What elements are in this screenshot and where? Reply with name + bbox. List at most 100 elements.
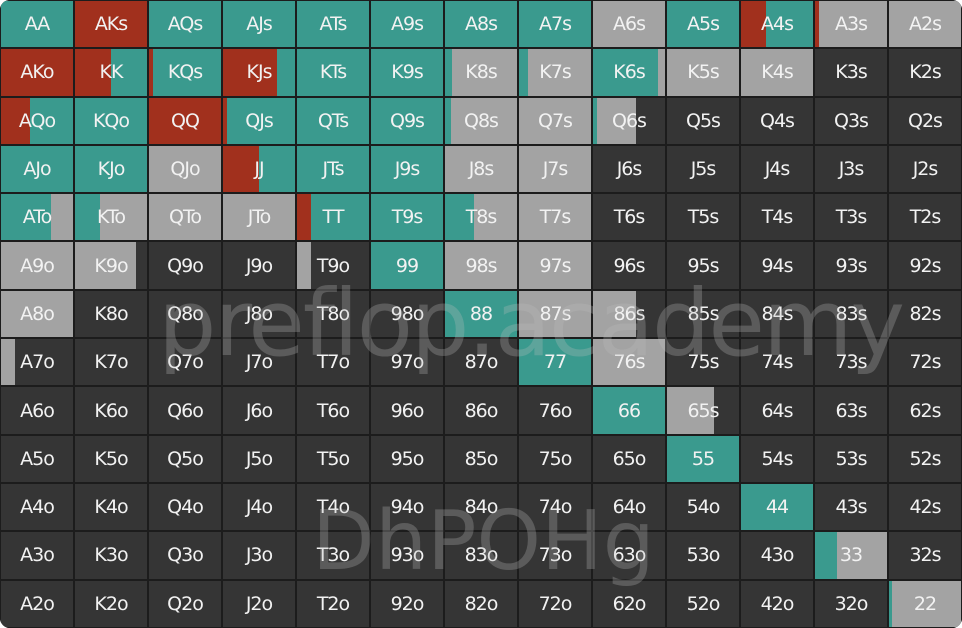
hand-cell[interactable]: A2s — [888, 0, 962, 49]
hand-cell[interactable]: KQs — [148, 48, 222, 97]
hand-cell[interactable]: J6o — [222, 386, 296, 435]
hand-cell[interactable]: K5o — [74, 434, 148, 483]
hand-cell[interactable]: 52o — [666, 579, 740, 628]
hand-cell[interactable]: J9o — [222, 241, 296, 290]
hand-cell[interactable]: KK — [74, 48, 148, 97]
hand-cell[interactable]: T4o — [296, 482, 370, 532]
hand-cell[interactable]: Q4o — [148, 482, 222, 532]
hand-cell[interactable]: KQo — [74, 96, 148, 145]
hand-cell[interactable]: QJs — [222, 96, 296, 145]
hand-cell[interactable]: ATo — [0, 193, 74, 242]
hand-cell[interactable]: 73s — [814, 338, 888, 387]
hand-cell[interactable]: T7s — [518, 193, 592, 242]
hand-cell[interactable]: KTs — [296, 48, 370, 97]
hand-cell[interactable]: A5o — [0, 434, 74, 483]
hand-cell[interactable]: 97o — [370, 338, 444, 387]
hand-cell[interactable]: A5s — [666, 0, 740, 49]
hand-cell[interactable]: T6o — [296, 386, 370, 435]
hand-cell[interactable]: K6o — [74, 386, 148, 435]
hand-cell[interactable]: Q6o — [148, 386, 222, 435]
hand-cell[interactable]: 85s — [666, 289, 740, 339]
hand-cell[interactable]: 74o — [518, 482, 592, 532]
hand-cell[interactable]: T6s — [592, 193, 666, 242]
hand-cell[interactable]: AA — [0, 0, 74, 49]
hand-cell[interactable]: AQo — [0, 96, 74, 145]
hand-cell[interactable]: 94s — [740, 241, 814, 290]
hand-cell[interactable]: 99 — [370, 241, 444, 290]
hand-cell[interactable]: 96o — [370, 386, 444, 435]
hand-cell[interactable]: 94o — [370, 482, 444, 532]
hand-cell[interactable]: K3o — [74, 531, 148, 580]
hand-cell[interactable]: J4s — [740, 144, 814, 194]
hand-cell[interactable]: 65s — [666, 386, 740, 435]
hand-cell[interactable]: J2o — [222, 579, 296, 628]
hand-cell[interactable]: 55 — [666, 434, 740, 483]
hand-cell[interactable]: 33 — [814, 531, 888, 580]
hand-cell[interactable]: 77 — [518, 338, 592, 387]
hand-cell[interactable]: KJs — [222, 48, 296, 97]
hand-cell[interactable]: 93o — [370, 531, 444, 580]
hand-cell[interactable]: 42s — [888, 482, 962, 532]
hand-cell[interactable]: K9o — [74, 241, 148, 290]
hand-cell[interactable]: J8s — [444, 144, 518, 194]
hand-cell[interactable]: K5s — [666, 48, 740, 97]
hand-cell[interactable]: Q7s — [518, 96, 592, 145]
hand-cell[interactable]: 96s — [592, 241, 666, 290]
hand-cell[interactable]: 75s — [666, 338, 740, 387]
hand-cell[interactable]: 92s — [888, 241, 962, 290]
hand-cell[interactable]: 85o — [444, 434, 518, 483]
hand-cell[interactable]: 62s — [888, 386, 962, 435]
hand-cell[interactable]: 65o — [592, 434, 666, 483]
hand-cell[interactable]: QQ — [148, 96, 222, 145]
hand-cell[interactable]: QTo — [148, 193, 222, 242]
hand-cell[interactable]: J2s — [888, 144, 962, 194]
hand-cell[interactable]: 74s — [740, 338, 814, 387]
hand-cell[interactable]: QJo — [148, 144, 222, 194]
hand-cell[interactable]: 87o — [444, 338, 518, 387]
hand-cell[interactable]: 32s — [888, 531, 962, 580]
hand-cell[interactable]: 44 — [740, 482, 814, 532]
hand-cell[interactable]: K3s — [814, 48, 888, 97]
hand-cell[interactable]: 84s — [740, 289, 814, 339]
hand-cell[interactable]: 95o — [370, 434, 444, 483]
hand-cell[interactable]: K6s — [592, 48, 666, 97]
hand-cell[interactable]: Q9o — [148, 241, 222, 290]
hand-cell[interactable]: KJo — [74, 144, 148, 194]
hand-cell[interactable]: A4o — [0, 482, 74, 532]
hand-cell[interactable]: 86s — [592, 289, 666, 339]
hand-cell[interactable]: 82o — [444, 579, 518, 628]
hand-cell[interactable]: AJs — [222, 0, 296, 49]
hand-cell[interactable]: T5s — [666, 193, 740, 242]
hand-cell[interactable]: T3o — [296, 531, 370, 580]
hand-cell[interactable]: Q4s — [740, 96, 814, 145]
hand-cell[interactable]: 32o — [814, 579, 888, 628]
hand-cell[interactable]: A2o — [0, 579, 74, 628]
hand-cell[interactable]: A8o — [0, 289, 74, 339]
hand-cell[interactable]: A7o — [0, 338, 74, 387]
hand-cell[interactable]: 87s — [518, 289, 592, 339]
hand-cell[interactable]: 92o — [370, 579, 444, 628]
hand-cell[interactable]: 83o — [444, 531, 518, 580]
hand-cell[interactable]: Q9s — [370, 96, 444, 145]
hand-cell[interactable]: 75o — [518, 434, 592, 483]
hand-cell[interactable]: A6o — [0, 386, 74, 435]
hand-cell[interactable]: K7s — [518, 48, 592, 97]
hand-cell[interactable]: 22 — [888, 579, 962, 628]
hand-cell[interactable]: 97s — [518, 241, 592, 290]
hand-cell[interactable]: A3o — [0, 531, 74, 580]
hand-cell[interactable]: AQs — [148, 0, 222, 49]
hand-cell[interactable]: 63s — [814, 386, 888, 435]
hand-cell[interactable]: Q7o — [148, 338, 222, 387]
hand-cell[interactable]: Q5s — [666, 96, 740, 145]
hand-cell[interactable]: A9s — [370, 0, 444, 49]
hand-cell[interactable]: Q8o — [148, 289, 222, 339]
hand-cell[interactable]: 95s — [666, 241, 740, 290]
hand-cell[interactable]: A4s — [740, 0, 814, 49]
hand-cell[interactable]: JTo — [222, 193, 296, 242]
hand-cell[interactable]: T2o — [296, 579, 370, 628]
hand-cell[interactable]: AJo — [0, 144, 74, 194]
hand-cell[interactable]: K2s — [888, 48, 962, 97]
hand-cell[interactable]: 84o — [444, 482, 518, 532]
hand-cell[interactable]: T9o — [296, 241, 370, 290]
hand-cell[interactable]: J8o — [222, 289, 296, 339]
